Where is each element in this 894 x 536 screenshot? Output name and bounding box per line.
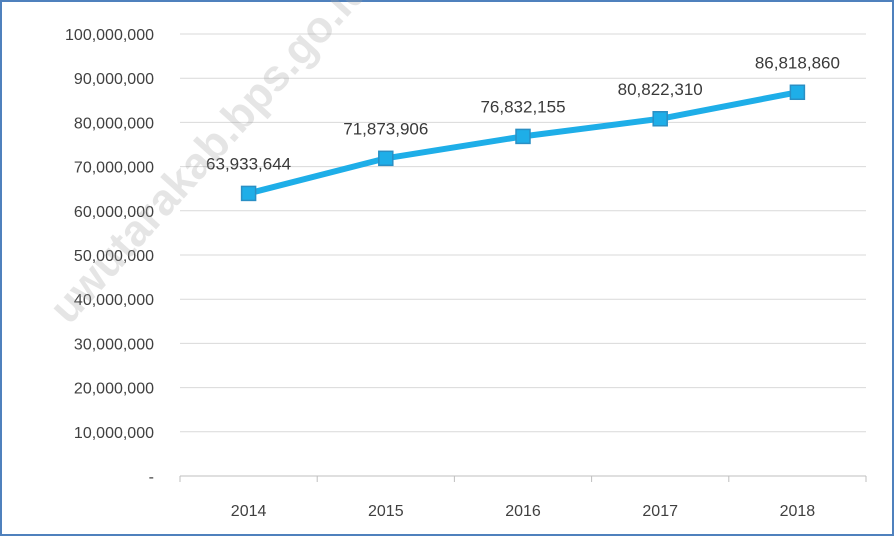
data-point-marker (378, 150, 394, 167)
data-label: 86,818,860 (755, 53, 840, 72)
x-tick-label: 2018 (780, 503, 816, 520)
data-label: 76,832,155 (480, 97, 565, 116)
y-tick-label: 100,000,000 (65, 27, 154, 44)
data-label: 80,822,310 (618, 80, 703, 99)
y-tick-label: 70,000,000 (74, 160, 154, 177)
y-tick-label: 80,000,000 (74, 115, 154, 132)
y-tick-label: 50,000,000 (74, 248, 154, 265)
y-tick-label: 90,000,000 (74, 71, 154, 88)
x-tick-label: 2014 (231, 503, 267, 520)
y-tick-label: 20,000,000 (74, 381, 154, 398)
y-tick-label: 30,000,000 (74, 336, 154, 353)
x-tick-label: 2016 (505, 503, 541, 520)
data-point-marker (515, 128, 531, 145)
axes (179, 475, 867, 482)
data-point-marker (240, 185, 257, 202)
x-tick-label: 2015 (368, 503, 404, 520)
x-tick-label: 2017 (642, 503, 678, 520)
y-tick-labels: - 10,000,000 20,000,000 30,000,000 40,000,00… (65, 27, 154, 486)
x-tick-labels: 2014 2015 2016 2017 2018 (231, 503, 815, 520)
y-tick-label: 10,000,000 (74, 425, 154, 442)
data-point-marker (652, 111, 668, 127)
y-tick-label: 40,000,000 (74, 292, 154, 309)
data-point-marker (789, 84, 806, 101)
data-label: 71,873,906 (343, 119, 428, 138)
data-label: 63,933,644 (206, 154, 291, 173)
series (240, 84, 806, 202)
gridlines (180, 33, 866, 433)
y-tick-label: 60,000,000 (74, 204, 154, 221)
data-labels: 63,933,644 71,873,906 76,832,155 80,822,310… (206, 53, 840, 173)
y-tick-label: - (149, 469, 154, 486)
